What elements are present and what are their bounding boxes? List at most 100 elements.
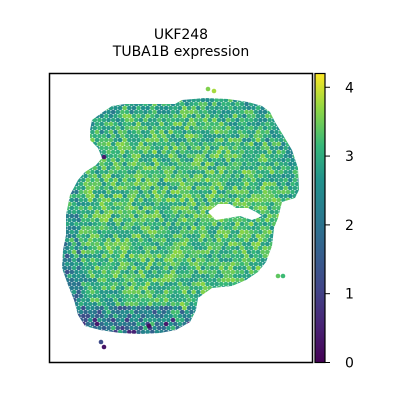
tissue-spot: [67, 313, 72, 319]
tissue-spot: [258, 277, 263, 283]
tissue-spot: [300, 246, 305, 251]
tissue-spot: [156, 277, 162, 283]
tissue-spot: [193, 181, 199, 187]
tissue-spot: [232, 193, 238, 199]
tissue-spot: [177, 241, 183, 247]
tissue-spot: [294, 149, 299, 155]
tissue-spot: [232, 225, 238, 231]
tissue-spot: [278, 233, 284, 239]
tissue-spot: [283, 113, 289, 119]
tissue-spot: [184, 117, 190, 123]
tissue-spot: [67, 113, 72, 119]
tissue-spot: [274, 257, 279, 263]
tissue-spot: [290, 293, 295, 299]
tissue-spot: [127, 225, 132, 231]
tissue-spot: [120, 98, 125, 99]
tissue-spot: [248, 101, 254, 107]
tissue-spot: [193, 98, 199, 99]
tissue-spot: [152, 98, 157, 99]
tissue-spot: [228, 129, 233, 135]
tissue-spot: [294, 293, 299, 299]
tissue-spot: [62, 217, 68, 223]
tissue-spot: [133, 125, 139, 131]
tissue-spot: [76, 321, 81, 327]
tissue-spot: [258, 333, 263, 334]
tissue-spot: [214, 98, 219, 103]
tissue-spot: [297, 177, 299, 183]
tissue-spot: [258, 285, 263, 291]
tissue-spot: [205, 225, 210, 231]
tissue-spot: [232, 113, 238, 119]
tissue-spot: [156, 229, 162, 235]
tissue-spot: [274, 241, 279, 247]
tissue-spot: [239, 253, 245, 259]
tissue-spot: [212, 125, 217, 131]
tissue-spot: [239, 173, 245, 179]
tissue-spot: [290, 109, 295, 115]
tissue-spot: [186, 281, 192, 287]
tissue-spot: [258, 229, 263, 235]
tissue-spot: [193, 149, 199, 155]
tissue-spot: [62, 169, 63, 175]
tissue-spot: [92, 221, 98, 227]
tissue-spot: [202, 213, 208, 219]
tissue-spot: [173, 241, 178, 247]
tissue-spot: [62, 177, 63, 183]
tissue-spot: [219, 257, 224, 263]
tissue-spot: [133, 149, 139, 155]
tissue-spot: [145, 177, 150, 183]
tissue-spot: [235, 237, 240, 243]
tissue-spot: [145, 225, 150, 231]
tissue-spot: [294, 309, 299, 315]
tissue-spot: [97, 221, 102, 227]
tissue-spot: [283, 257, 289, 263]
tissue-spot: [242, 169, 247, 175]
tissue-spot: [140, 193, 146, 199]
tissue-spot: [237, 321, 242, 327]
tissue-spot: [87, 245, 93, 251]
tissue-spot: [62, 317, 65, 323]
tissue-spot: [99, 98, 104, 103]
tissue-spot: [104, 209, 109, 215]
tissue-spot: [189, 141, 194, 147]
tissue-spot: [138, 157, 144, 163]
tissue-spot: [154, 113, 160, 119]
tissue-spot: [290, 141, 295, 147]
tissue-spot: [193, 101, 199, 107]
tissue-spot: [133, 101, 139, 107]
tissue-spot: [237, 161, 242, 167]
tissue-spot: [62, 209, 63, 215]
tissue-spot: [202, 189, 208, 195]
tissue-spot: [127, 193, 132, 199]
tissue-spot: [143, 141, 148, 147]
tissue-spot: [246, 241, 252, 247]
tissue-spot: [56, 134, 61, 139]
colorbar-tick-label: 4: [345, 80, 354, 96]
tissue-spot: [110, 261, 116, 267]
tissue-spot: [56, 182, 61, 187]
tissue-spot: [81, 265, 86, 271]
tissue-spot: [108, 98, 114, 103]
tissue-spot: [205, 321, 210, 327]
tissue-spot: [196, 113, 201, 119]
tissue-spot: [260, 177, 266, 183]
tissue-spot: [260, 137, 266, 143]
tissue-spot: [212, 229, 217, 235]
tissue-spot: [214, 289, 219, 295]
tissue-spot: [274, 329, 279, 334]
tissue-spot: [253, 229, 259, 235]
tissue-spot: [212, 261, 217, 267]
tissue-spot: [292, 225, 298, 231]
tissue-spot: [294, 213, 299, 219]
tissue-spot: [106, 309, 111, 315]
tissue-spot: [262, 101, 268, 107]
tissue-spot: [281, 181, 286, 187]
tissue-spot: [198, 325, 203, 331]
tissue-spot: [175, 261, 180, 267]
tissue-spot: [290, 133, 295, 139]
tissue-spot: [258, 101, 263, 107]
tissue-spot: [64, 277, 70, 283]
tissue-spot: [200, 257, 206, 263]
tissue-spot: [94, 153, 100, 159]
tissue-spot: [251, 201, 256, 207]
